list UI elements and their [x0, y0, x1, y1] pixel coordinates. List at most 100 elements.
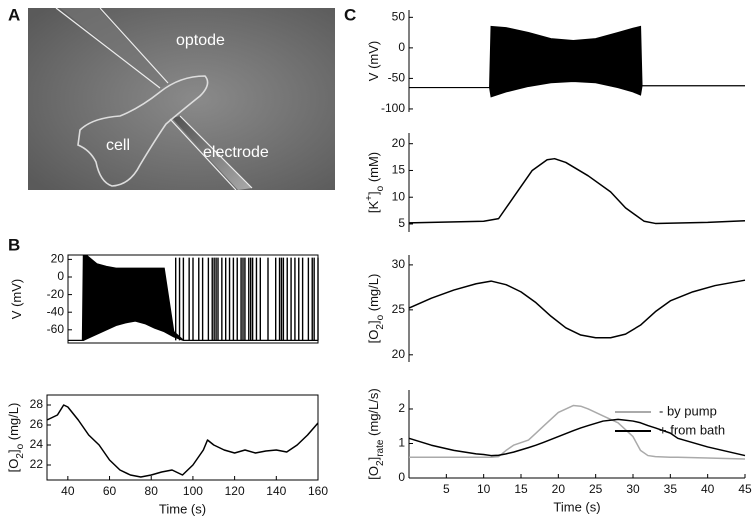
y-tick-label: 26 — [30, 417, 44, 431]
photo-label: optode — [176, 32, 225, 49]
x-tick-label: 10 — [477, 482, 491, 496]
panel-chart: 5 10 15 20 [K+]o (mM) — [364, 133, 746, 232]
y-axis-label: [K+]o (mM) — [364, 152, 386, 213]
y-tick-label: 28 — [30, 397, 44, 411]
panel-label: C — [344, 5, 356, 24]
x-axis-label: Time (s) — [553, 499, 600, 514]
x-tick-label: 30 — [626, 482, 640, 496]
legend-label: - by pump — [659, 403, 717, 418]
panel-chart: 50 0 -50 -100 V (mV) — [366, 10, 745, 115]
y-axis-label-part: 2 — [375, 324, 386, 330]
photo-background — [28, 8, 335, 190]
y-axis-label-part: + — [364, 195, 375, 201]
electrode-edge — [179, 115, 253, 189]
data-line — [409, 404, 746, 460]
optode-edge — [55, 7, 161, 89]
y-axis-label-part: ] — [6, 449, 21, 453]
x-tick-label: 80 — [145, 484, 159, 498]
y-tick-label: 0 — [398, 470, 405, 484]
electrode-body — [172, 116, 252, 190]
y-tick-label: 5 — [398, 216, 405, 230]
y-axis-label-part: [O — [366, 466, 381, 480]
y-tick-label: 20 — [392, 347, 406, 361]
x-tick-label: 15 — [514, 482, 528, 496]
y-tick-label: 0 — [57, 269, 64, 283]
data-line — [408, 157, 746, 225]
y-tick-label: 0 — [398, 40, 405, 54]
y-tick-label: -100 — [381, 101, 405, 115]
y-tick-label: 50 — [392, 10, 406, 24]
x-tick-label: 40 — [61, 484, 75, 498]
x-tick-label: 40 — [701, 482, 715, 496]
y-axis-label-part: V (mV) — [366, 41, 381, 81]
y-tick-label: 20 — [392, 136, 406, 150]
x-tick-label: 160 — [308, 484, 328, 498]
y-axis-label-part: [O — [366, 330, 381, 344]
voltage-envelope — [409, 25, 745, 98]
y-axis-label-part: o — [15, 443, 26, 449]
y-tick-label: 24 — [30, 437, 44, 451]
y-axis-label-part: 2 — [15, 453, 26, 459]
optode-body — [60, 8, 168, 88]
y-tick-label: 25 — [392, 302, 406, 316]
y-axis-label-part: (mM) — [366, 152, 381, 186]
y-axis-label-part: (mg/L/s) — [366, 388, 381, 439]
y-axis-label-part: ] — [366, 457, 381, 461]
y-axis-label-part: o — [375, 314, 386, 320]
electrode-edge — [169, 118, 237, 191]
y-axis-label-part: o — [375, 185, 386, 191]
x-tick-label: 140 — [266, 484, 286, 498]
data-line — [408, 418, 746, 457]
y-tick-label: -20 — [47, 287, 65, 301]
x-tick-label: 35 — [664, 482, 678, 496]
y-axis-label-part: [K — [366, 201, 381, 214]
legend-label: + from bath — [659, 422, 725, 437]
x-tick-label: 5 — [443, 482, 450, 496]
y-axis-label: [O2]o (mg/L) — [366, 274, 386, 344]
y-axis-label-part: 2 — [375, 460, 386, 466]
x-tick-label: 25 — [589, 482, 603, 496]
x-tick-label: 20 — [552, 482, 566, 496]
voltage-envelope — [68, 255, 318, 341]
panel-label: B — [8, 235, 20, 254]
y-axis-label-part: rate — [375, 439, 386, 457]
y-axis-label: [O2]rate (mg/L/s) — [366, 388, 386, 479]
y-tick-label: 22 — [30, 457, 44, 471]
y-tick-label: 20 — [51, 252, 65, 266]
optode-edge — [99, 7, 169, 84]
panel-label: A — [8, 5, 20, 24]
axes-frame — [46, 394, 319, 481]
photo-label: electrode — [203, 144, 269, 161]
y-axis-label-part: ] — [366, 320, 381, 324]
cell-outline — [77, 75, 209, 187]
data-line — [408, 279, 746, 339]
y-axis-label-part: (mg/L) — [6, 403, 21, 444]
y-tick-label: 2 — [398, 401, 405, 415]
x-tick-label: 60 — [103, 484, 117, 498]
data-line — [46, 404, 319, 478]
y-tick-label: -40 — [47, 304, 65, 318]
x-tick-label: 120 — [225, 484, 245, 498]
y-tick-label: 15 — [392, 163, 406, 177]
y-tick-label: -50 — [388, 71, 406, 85]
y-tick-label: -60 — [47, 322, 65, 336]
y-tick-label: 1 — [398, 436, 405, 450]
y-axis-label: V (mV) — [366, 41, 381, 81]
x-tick-label: 45 — [738, 482, 752, 496]
y-axis-label-part: [O — [6, 459, 21, 473]
y-tick-label: 30 — [392, 257, 406, 271]
y-axis-label-part: (mg/L) — [366, 274, 381, 315]
y-axis-label: V (mV) — [9, 279, 24, 319]
photo-label: cell — [106, 137, 130, 154]
panel-chart: 20 0 -20 -40 -60 V (mV) — [9, 252, 319, 344]
photo: optode cell electrode — [28, 7, 335, 191]
y-axis-label: [O2]o (mg/L) — [6, 403, 26, 473]
y-tick-label: 10 — [392, 189, 406, 203]
y-axis-label-part: V (mV) — [9, 279, 24, 319]
panel-chart: 22 24 26 28 40 60 80 100 120 140 160 Time (s) [O2]o … — [6, 394, 328, 516]
x-axis-label: Time (s) — [159, 501, 206, 516]
y-axis-label-part: ] — [366, 191, 381, 195]
x-tick-label: 100 — [183, 484, 203, 498]
